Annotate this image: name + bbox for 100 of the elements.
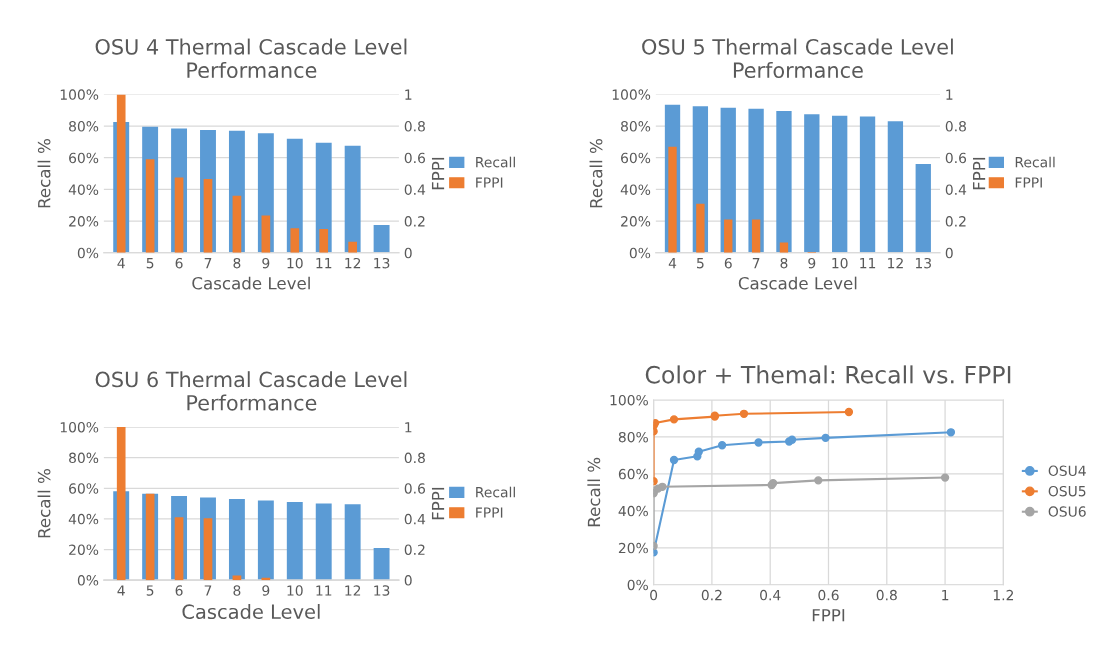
y-tick-label: 100% xyxy=(612,89,651,100)
y-tick-label: 40% xyxy=(620,184,651,195)
legend-label: OSU4 xyxy=(1048,465,1086,476)
y-tick-label: 80% xyxy=(621,121,651,132)
y2-tick-label: 0.4 xyxy=(404,513,426,525)
y-tick-label: 80% xyxy=(69,121,99,132)
x-tick-label: 7 xyxy=(204,258,212,269)
x-tick-label: 4 xyxy=(117,258,125,269)
x-tick-label: 10 xyxy=(287,585,303,596)
x-tick-label: 0.4 xyxy=(760,589,781,601)
legend-label: OSU6 xyxy=(1048,506,1086,517)
x-axis-title: Cascade Level xyxy=(738,276,857,290)
y-tick-label: 80% xyxy=(69,452,99,464)
y-tick-label: 20% xyxy=(621,216,651,227)
y2-tick-label: 0 xyxy=(404,575,412,586)
x-tick-label: 0 xyxy=(650,589,658,601)
x-tick-label: 10 xyxy=(832,257,848,269)
y-tick-label: 40% xyxy=(618,505,648,517)
x-tick-label: 0.2 xyxy=(701,589,722,601)
x-tick-label: 12 xyxy=(888,257,903,269)
y2-tick-label: 0.2 xyxy=(404,544,425,555)
x-tick-label: 12 xyxy=(345,257,361,269)
y2-axis-title: FPPI xyxy=(431,487,445,520)
x-tick-label: 9 xyxy=(262,257,270,269)
legend-label: FPPI xyxy=(476,177,503,188)
legend-label: OSU5 xyxy=(1048,485,1086,497)
y2-tick-label: 1 xyxy=(405,89,412,100)
y-tick-label: 100% xyxy=(60,421,99,433)
x-tick-label: 13 xyxy=(915,257,931,269)
y2-tick-label: 0.6 xyxy=(404,152,426,164)
y2-tick-label: 0.8 xyxy=(404,121,425,132)
y-tick-label: 20% xyxy=(618,542,648,554)
x-tick-label: 1.2 xyxy=(993,589,1014,601)
y2-tick-label: 0 xyxy=(404,247,412,259)
y-tick-label: 60% xyxy=(69,152,99,164)
x-tick-label: 5 xyxy=(697,258,704,269)
chart-title: OSU 5 Thermal Cascade Level Performance xyxy=(642,38,953,79)
legend-label: Recall xyxy=(476,486,515,498)
y-tick-label: 20% xyxy=(69,544,99,555)
y-axis-title: Recall % xyxy=(589,139,603,208)
y-tick-label: 60% xyxy=(69,483,99,494)
x-tick-label: 4 xyxy=(117,585,125,596)
y-tick-label: 20% xyxy=(69,216,99,227)
x-tick-label: 9 xyxy=(262,585,270,596)
x-tick-label: 12 xyxy=(345,585,361,596)
y-tick-label: 0% xyxy=(627,579,648,591)
x-tick-label: 7 xyxy=(752,258,760,269)
y-tick-label: 40% xyxy=(68,184,99,195)
y-axis-title: Recall % xyxy=(587,457,601,527)
x-tick-label: 5 xyxy=(146,258,154,269)
x-tick-label: 8 xyxy=(233,585,241,596)
y2-tick-label: 0.8 xyxy=(945,121,966,132)
legend-label: Recall xyxy=(476,156,515,168)
x-tick-label: 6 xyxy=(175,257,183,269)
y2-tick-label: 0.2 xyxy=(404,216,425,227)
chart-title: OSU 4 Thermal Cascade Level Performance xyxy=(95,38,407,79)
y2-tick-label: 1 xyxy=(946,89,953,100)
y-tick-label: 0% xyxy=(629,247,651,259)
legend-label: FPPI xyxy=(1015,177,1042,188)
y2-tick-label: 1 xyxy=(405,422,412,433)
x-tick-label: 6 xyxy=(175,585,183,596)
y2-tick-label: 0.6 xyxy=(404,483,426,494)
x-tick-label: 8 xyxy=(233,257,241,269)
x-tick-label: 6 xyxy=(724,257,732,269)
y2-axis-title: FPPI xyxy=(431,157,445,190)
y2-tick-label: 0.6 xyxy=(945,152,967,164)
y2-tick-label: 0.2 xyxy=(945,216,966,227)
x-tick-label: 11 xyxy=(316,258,332,269)
y2-tick-label: 0.8 xyxy=(404,452,425,464)
x-tick-label: 4 xyxy=(668,258,677,269)
x-axis-title: Cascade Level xyxy=(182,604,320,620)
x-tick-label: 0.8 xyxy=(876,589,897,601)
y2-tick-label: 0.4 xyxy=(404,184,426,195)
chart-title: Color + Themal: Recall vs. FPPI xyxy=(645,365,1011,384)
x-tick-label: 5 xyxy=(146,585,154,596)
x-axis-title: FPPI xyxy=(812,609,845,622)
y-tick-label: 40% xyxy=(68,513,99,525)
chart-title: OSU 6 Thermal Cascade Level Performance xyxy=(95,371,407,411)
y-tick-label: 0% xyxy=(77,247,99,259)
y-tick-label: 60% xyxy=(618,468,648,480)
x-tick-label: 0.6 xyxy=(818,589,839,601)
y-axis-title: Recall % xyxy=(37,469,51,538)
y-tick-label: 0% xyxy=(77,575,99,586)
x-tick-label: 11 xyxy=(316,585,332,596)
x-tick-label: 10 xyxy=(287,257,303,269)
legend-label: Recall xyxy=(1015,156,1055,168)
y2-tick-label: 0.4 xyxy=(945,184,967,195)
x-tick-label: 1 xyxy=(942,590,949,601)
y-tick-label: 60% xyxy=(621,152,651,164)
x-tick-label: 7 xyxy=(204,585,212,596)
x-axis-title: Cascade Level xyxy=(192,276,310,290)
x-tick-label: 13 xyxy=(374,257,390,269)
x-tick-label: 11 xyxy=(860,258,876,269)
y2-axis-title: FPPI xyxy=(973,157,986,190)
y-tick-label: 100% xyxy=(610,394,648,406)
y-tick-label: 100% xyxy=(60,89,99,100)
y-tick-label: 80% xyxy=(618,431,648,443)
x-tick-label: 8 xyxy=(780,257,788,269)
x-tick-label: 9 xyxy=(808,257,816,269)
legend-label: FPPI xyxy=(476,507,503,518)
